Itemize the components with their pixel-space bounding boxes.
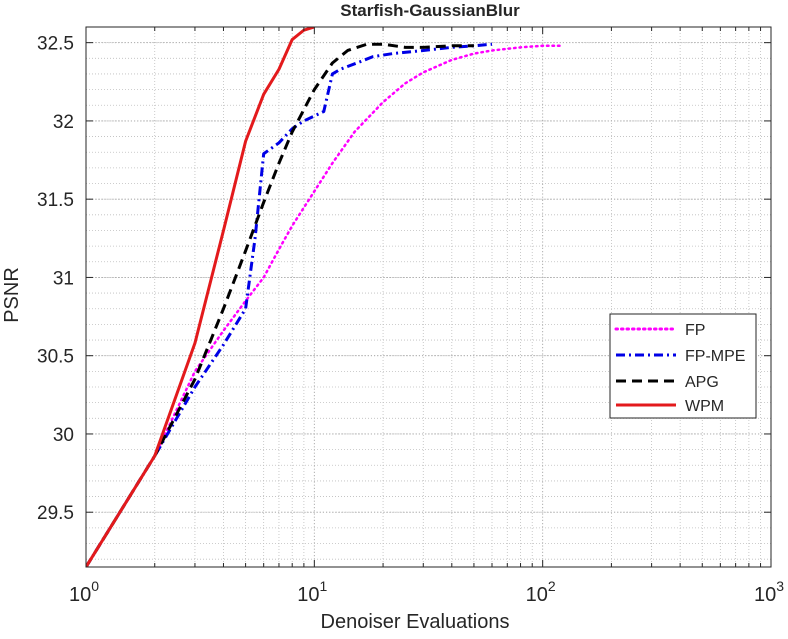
x-tick-label: 101: [297, 578, 327, 606]
series-line-wpm: [86, 27, 315, 567]
y-tick-label: 32.5: [37, 34, 74, 55]
series-line-apg: [86, 42, 474, 567]
legend-label: WPM: [685, 398, 724, 415]
y-tick-label: 30.5: [37, 347, 74, 368]
y-tick-label: 30: [53, 425, 74, 446]
series-line-fp: [86, 44, 562, 567]
tick-marks: [85, 27, 772, 567]
y-tick-label: 29.5: [37, 503, 74, 524]
chart-title: Starfish-GaussianBlur: [340, 1, 520, 20]
legend-box: [609, 313, 757, 419]
x-tick-label: 102: [526, 578, 556, 606]
x-tick-label: 100: [69, 578, 99, 606]
series-lines: [86, 27, 562, 567]
tick-labels: 100 101 102 103 29.5 30 30.5 31 31.5 32 32.5: [37, 34, 784, 606]
y-tick-label: 31.5: [37, 190, 74, 211]
series-line-fp-mpe: [86, 42, 493, 567]
legend-label: FP: [685, 322, 705, 339]
y-tick-label: 32: [53, 112, 74, 133]
x-tick-label: 103: [754, 578, 784, 606]
x-axis-label: Denoiser Evaluations: [321, 611, 510, 633]
y-tick-label: 31: [53, 268, 74, 289]
legend-label: FP-MPE: [685, 348, 745, 365]
legend-label: APG: [685, 374, 719, 391]
y-axis-label: PSNR: [1, 267, 23, 323]
plot-frame: [85, 26, 772, 568]
legend: FP FP-MPE APG WPM: [609, 313, 757, 419]
